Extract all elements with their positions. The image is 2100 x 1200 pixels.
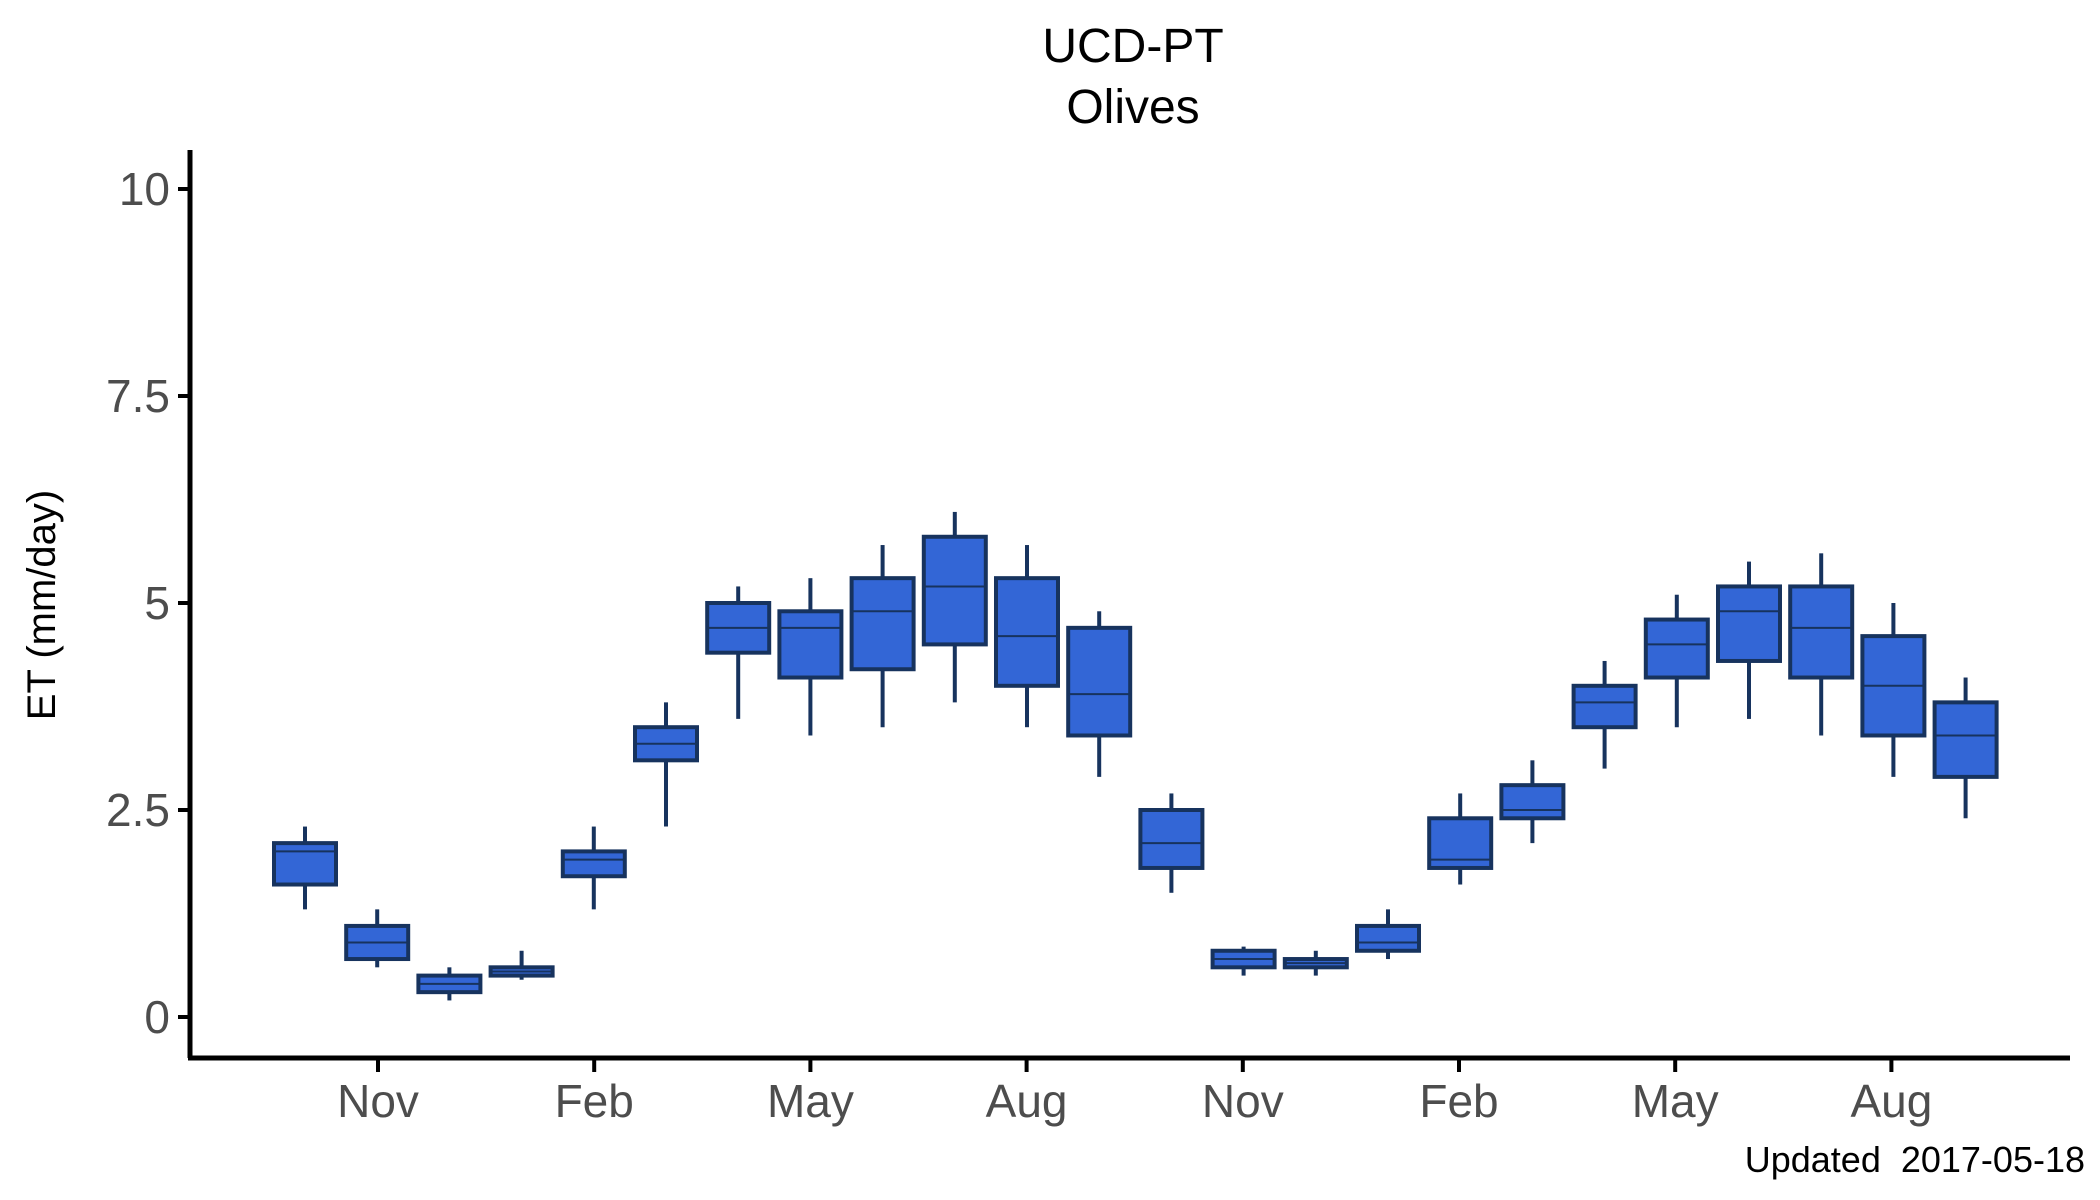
y-axis-ticks: 0 2.5 5 7.5 10 [106, 163, 190, 1043]
chart-title: UCD-PT [1042, 20, 1223, 73]
x-tick-label: Nov [337, 1075, 419, 1127]
x-tick-label: Nov [1202, 1075, 1284, 1127]
box-15 [1355, 909, 1421, 960]
box-iqr [849, 576, 916, 672]
box-21 [1788, 553, 1855, 736]
y-tick-label: 7.5 [106, 370, 170, 422]
box-20 [1716, 561, 1782, 719]
box-14 [1282, 950, 1349, 976]
box-iqr [272, 841, 338, 887]
box-iqr [1066, 625, 1133, 738]
box-iqr [994, 576, 1060, 688]
box-1 [344, 909, 411, 968]
box-23 [1932, 677, 1999, 819]
box-iqr [1499, 783, 1566, 821]
box-iqr [1643, 617, 1710, 680]
x-axis-ticks: Nov Feb May Aug Nov Feb May Aug [337, 1058, 1932, 1127]
y-tick-label: 2.5 [106, 784, 170, 836]
box-7 [777, 578, 844, 736]
box-series [272, 511, 1999, 1001]
box-13 [1210, 946, 1277, 976]
box-iqr [1571, 683, 1638, 730]
y-tick-label: 0 [144, 991, 170, 1043]
box-iqr [1138, 808, 1205, 870]
box-0 [272, 826, 338, 910]
x-tick-label: Feb [1419, 1075, 1498, 1127]
box-9 [921, 511, 988, 703]
box-iqr [921, 534, 988, 647]
box-8 [849, 545, 916, 728]
x-tick-label: Feb [555, 1075, 634, 1127]
box-5 [633, 702, 699, 827]
box-16 [1427, 793, 1494, 885]
x-tick-label: May [1632, 1075, 1719, 1127]
box-2 [416, 967, 483, 1001]
y-axis-title: ET (mm/day) [20, 490, 64, 720]
box-6 [705, 586, 772, 719]
box-iqr [560, 849, 627, 879]
box-iqr [1932, 700, 1999, 779]
box-22 [1860, 603, 1927, 777]
box-4 [560, 826, 627, 910]
box-iqr [1716, 584, 1782, 663]
box-12 [1138, 793, 1205, 893]
x-tick-label: Aug [1850, 1075, 1932, 1127]
box-18 [1571, 660, 1638, 769]
y-tick-label: 10 [119, 163, 170, 215]
box-iqr [777, 609, 844, 680]
box-iqr [1788, 584, 1855, 680]
box-10 [994, 545, 1060, 728]
box-17 [1499, 760, 1566, 844]
box-3 [488, 950, 555, 980]
box-iqr [1355, 923, 1421, 953]
box-11 [1066, 611, 1133, 777]
chart-subtitle: Olives [1066, 81, 1199, 134]
box-19 [1643, 594, 1710, 728]
updated-caption: Updated 2017-05-18 [1745, 1139, 2085, 1180]
y-tick-label: 5 [144, 577, 170, 629]
x-tick-label: Aug [986, 1075, 1068, 1127]
x-tick-label: May [767, 1075, 854, 1127]
